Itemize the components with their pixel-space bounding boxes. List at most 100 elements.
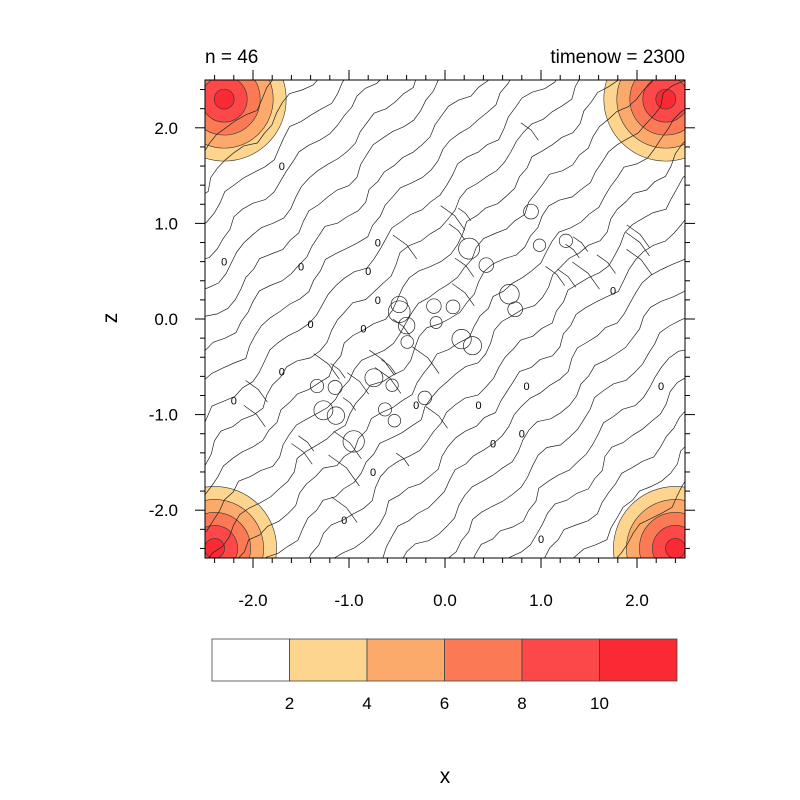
contour-segment	[440, 205, 466, 231]
contour-label: 0	[490, 438, 496, 450]
tick-labels: -2.0 -1.0 0.0 1.0 2.0 2.0 1.0 0.0 -1.0 -2.0	[149, 119, 649, 610]
contour-cell	[326, 406, 345, 425]
axis-ticks	[195, 70, 695, 568]
contour-label: 0	[279, 161, 285, 173]
peak-fill-top-left-level-5	[213, 88, 235, 110]
colorbar-box	[521, 638, 600, 682]
contour-line	[402, 290, 685, 558]
contour-segment	[392, 318, 411, 337]
contour-label: 0	[370, 467, 376, 479]
x-tick-label: 1.0	[529, 591, 553, 610]
contour-cell	[445, 299, 461, 315]
contour-line	[508, 377, 685, 558]
contour-line	[208, 80, 685, 558]
contour-segment	[454, 257, 474, 278]
contour-cell	[426, 298, 442, 314]
contour-cell	[507, 301, 523, 318]
contour-line	[205, 80, 489, 351]
contour-segment	[425, 406, 448, 429]
contour-segment	[245, 380, 268, 403]
contour-cell	[387, 300, 411, 323]
contour-line	[473, 349, 685, 558]
title-right: timenow = 2300	[550, 47, 685, 68]
contour-cell	[397, 316, 416, 335]
contour-label: 0	[221, 257, 227, 269]
colorbar-label: 4	[362, 694, 371, 713]
y-tick-label: 2.0	[154, 119, 178, 138]
contour-label: 0	[298, 261, 304, 273]
contour-label: 0	[658, 381, 664, 393]
contour-cell	[499, 284, 520, 305]
colorbar-label: 10	[590, 694, 609, 713]
contour-line	[447, 317, 685, 558]
contour-label: 0	[360, 324, 366, 336]
contour-segment	[625, 232, 650, 257]
x-axis-title: x	[440, 765, 451, 788]
contour-line	[544, 410, 685, 558]
contour-segment	[571, 261, 600, 290]
contour-label: 0	[375, 238, 381, 250]
peak-fill-top-right-level-5	[655, 88, 677, 110]
contour-line	[205, 80, 620, 496]
contour-line	[205, 80, 511, 380]
contour-lines	[205, 80, 685, 558]
colorbar-box	[444, 638, 523, 682]
contour-cell	[313, 400, 334, 421]
x-tick-label: 0.0	[433, 591, 457, 610]
contour-segment	[392, 234, 417, 260]
contour-cell	[309, 378, 325, 394]
contour-cell	[327, 380, 343, 395]
contour-line	[265, 140, 685, 558]
colorbar-box	[366, 638, 445, 682]
contour-segment	[381, 359, 397, 375]
plot-area: 0 0 0 0 0 0 0 0 0 0 0 0 0 0 0 0 0 0 0 0	[205, 80, 685, 558]
title-left: n = 46	[205, 47, 258, 68]
contour-cell	[458, 237, 480, 260]
contour-line	[205, 80, 273, 152]
contour-label: 0	[375, 295, 381, 307]
contour-cell	[378, 402, 392, 417]
contour-cell	[523, 203, 539, 220]
contour-line	[308, 175, 685, 558]
colorbar-label: 8	[517, 694, 526, 713]
contour-labels: 0 0 0 0 0 0 0 0 0 0 0 0 0 0 0 0 0 0 0 0	[221, 161, 664, 546]
contour-segment	[572, 236, 589, 252]
colorbar-labels: 2 4 6 8 10	[285, 694, 609, 713]
contour-line	[205, 80, 653, 533]
contour-line	[205, 80, 416, 290]
contour-cell	[463, 336, 482, 356]
contour-cell	[478, 257, 494, 273]
contour-cell	[387, 414, 402, 428]
contour-segment	[520, 122, 539, 141]
contour-line	[205, 80, 381, 260]
contour-segment	[243, 405, 266, 428]
x-tick-label: -2.0	[238, 591, 267, 610]
contour-cell	[451, 329, 472, 350]
contour-segment	[596, 254, 616, 274]
contour-label: 0	[413, 400, 419, 412]
contour-cell	[364, 368, 384, 388]
contour-segment	[298, 435, 315, 452]
contour-segment	[565, 243, 580, 259]
contour-label: 0	[279, 367, 285, 379]
contour-line	[205, 80, 580, 466]
contour-segment	[451, 283, 475, 307]
colorbar-box	[599, 638, 678, 682]
y-tick-label: 0.0	[154, 310, 178, 329]
contour-segment	[457, 207, 472, 221]
contour-cell	[385, 378, 399, 392]
contour-label: 0	[341, 515, 347, 527]
contour-cell	[417, 390, 432, 406]
plot-frame	[204, 79, 686, 559]
contour-label: 0	[538, 534, 544, 546]
contour-segment	[448, 223, 466, 241]
peak-fill-bottom-left-level-5	[205, 538, 225, 558]
contour-label: 0	[524, 381, 530, 393]
contour-segment	[369, 349, 395, 376]
contour-segment	[291, 443, 313, 465]
x-tick-label: -1.0	[334, 591, 363, 610]
contour-label: 0	[308, 319, 314, 331]
contour-line	[205, 80, 318, 194]
contour-label: 0	[610, 285, 616, 297]
